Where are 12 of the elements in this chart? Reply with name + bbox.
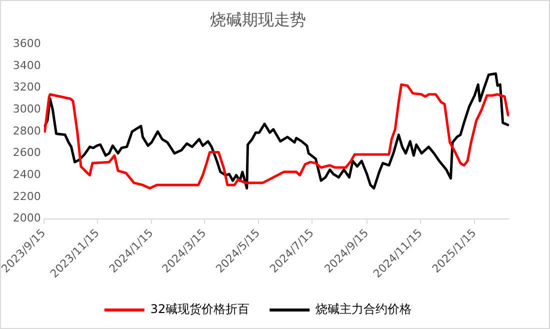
y-tick-label: 3600 <box>12 37 41 50</box>
y-tick-label: 2200 <box>12 190 41 203</box>
chart-title: 烧碱期现走势 <box>210 10 306 29</box>
y-tick-label: 3200 <box>12 80 41 94</box>
y-tick-label: 3400 <box>12 58 41 72</box>
y-tick-label: 2400 <box>12 168 41 182</box>
y-tick-label: 2000 <box>12 212 41 225</box>
y-tick-label: 3000 <box>12 102 41 116</box>
y-tick-label: 2600 <box>12 146 41 160</box>
y-tick-label: 2800 <box>12 124 41 138</box>
legend-label: 烧碱主力合约价格 <box>316 302 412 316</box>
legend-label: 32碱现货价格折百 <box>150 302 250 316</box>
